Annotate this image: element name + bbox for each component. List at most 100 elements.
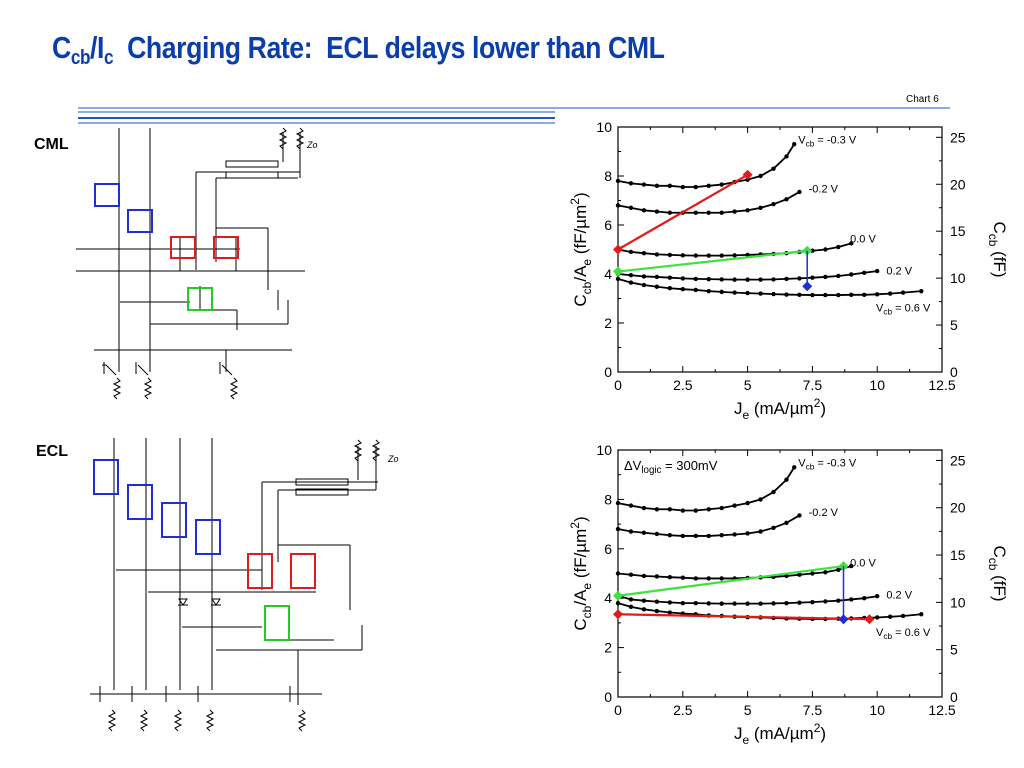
data-point bbox=[615, 203, 621, 208]
data-point bbox=[875, 268, 880, 274]
slide-title: Ccb/Ic Charging Rate: ECL delays lower t… bbox=[52, 30, 665, 70]
data-point bbox=[784, 520, 789, 526]
data-point bbox=[615, 276, 621, 282]
data-point bbox=[745, 277, 750, 282]
red-marker bbox=[613, 609, 623, 620]
y2-tick-label: 10 bbox=[950, 270, 966, 286]
data-point bbox=[628, 273, 634, 278]
data-point bbox=[680, 575, 685, 580]
x-tick-label: 5 bbox=[744, 377, 752, 393]
x-tick-label: 10 bbox=[869, 702, 885, 718]
data-point bbox=[628, 572, 634, 577]
data-point bbox=[823, 599, 828, 604]
data-point bbox=[641, 573, 647, 579]
series-label: 0.0 V bbox=[850, 558, 876, 570]
data-point bbox=[745, 252, 750, 258]
data-point bbox=[849, 292, 854, 298]
data-point bbox=[667, 610, 673, 615]
y2-tick-label: 25 bbox=[950, 452, 966, 468]
red-annotation-line bbox=[617, 173, 749, 251]
data-point bbox=[706, 253, 711, 258]
data-point bbox=[887, 614, 893, 619]
data-point bbox=[823, 247, 828, 252]
data-point bbox=[706, 276, 711, 282]
data-point bbox=[810, 571, 815, 576]
data-point bbox=[810, 599, 815, 605]
data-point bbox=[732, 277, 737, 282]
data-point bbox=[745, 290, 750, 296]
data-point bbox=[810, 248, 815, 253]
data-point bbox=[758, 529, 763, 534]
data-point bbox=[641, 250, 647, 256]
data-point bbox=[849, 241, 854, 246]
series-label: 0.2 V bbox=[886, 590, 912, 602]
data-point bbox=[706, 183, 711, 188]
zo-label: Zo bbox=[306, 140, 318, 150]
y-tick-label: 8 bbox=[604, 168, 612, 184]
data-point bbox=[862, 292, 867, 298]
red-marker bbox=[613, 244, 623, 255]
title-sub: cb bbox=[70, 47, 91, 69]
data-point bbox=[719, 601, 724, 606]
y-tick-label: 10 bbox=[596, 119, 612, 135]
data-point bbox=[758, 601, 763, 606]
x-axis-label: Je (mA/µm2) bbox=[734, 721, 826, 747]
data-point bbox=[797, 292, 802, 298]
red-marker bbox=[864, 614, 875, 625]
data-point bbox=[745, 531, 750, 536]
data-point bbox=[667, 600, 673, 605]
data-point bbox=[797, 189, 802, 195]
data-point bbox=[641, 607, 647, 612]
data-point bbox=[628, 249, 634, 255]
delta-v-note: ΔVlogic = 300mV bbox=[624, 458, 718, 476]
data-point bbox=[680, 533, 685, 539]
data-point bbox=[615, 600, 621, 606]
data-point bbox=[693, 276, 698, 282]
data-point bbox=[693, 508, 698, 513]
series-label: -0.2 V bbox=[809, 507, 839, 519]
y-tick-label: 2 bbox=[604, 315, 612, 331]
data-point bbox=[823, 570, 828, 575]
data-point bbox=[771, 291, 776, 297]
series-label: 0.0 V bbox=[850, 234, 876, 246]
data-point bbox=[732, 532, 737, 537]
y-tick-label: 4 bbox=[604, 266, 612, 282]
series-label: -0.2 V bbox=[809, 183, 839, 195]
data-point bbox=[654, 599, 660, 604]
data-point bbox=[628, 604, 634, 610]
data-point bbox=[628, 181, 634, 186]
data-point bbox=[758, 497, 763, 502]
data-point bbox=[628, 280, 634, 285]
title-part: C bbox=[52, 30, 71, 65]
title-sub: c bbox=[104, 47, 114, 69]
data-point bbox=[900, 290, 906, 295]
series-label: Vcb = 0.6 V bbox=[876, 302, 931, 316]
data-point bbox=[810, 292, 815, 298]
data-point bbox=[732, 253, 737, 258]
data-point bbox=[719, 576, 724, 581]
data-point bbox=[667, 183, 673, 188]
y-tick-label: 6 bbox=[604, 217, 612, 233]
data-point bbox=[797, 600, 802, 605]
data-point bbox=[875, 292, 880, 297]
x-tick-label: 7.5 bbox=[803, 702, 823, 718]
data-point bbox=[680, 286, 685, 292]
data-point bbox=[784, 154, 789, 159]
data-point bbox=[758, 291, 763, 296]
data-point bbox=[745, 208, 750, 213]
data-point bbox=[693, 210, 698, 215]
data-point bbox=[745, 500, 750, 506]
title-rest: Charging Rate: ECL delays lower than CML bbox=[113, 30, 665, 65]
y-tick-label: 4 bbox=[604, 590, 612, 606]
y-tick-label: 0 bbox=[604, 689, 612, 705]
data-point bbox=[693, 533, 698, 539]
data-point bbox=[693, 253, 698, 258]
y-tick-label: 6 bbox=[604, 541, 612, 557]
data-point bbox=[654, 531, 660, 537]
data-point bbox=[836, 244, 841, 250]
data-point bbox=[680, 508, 685, 513]
data-point bbox=[771, 277, 776, 282]
data-point bbox=[797, 513, 802, 518]
